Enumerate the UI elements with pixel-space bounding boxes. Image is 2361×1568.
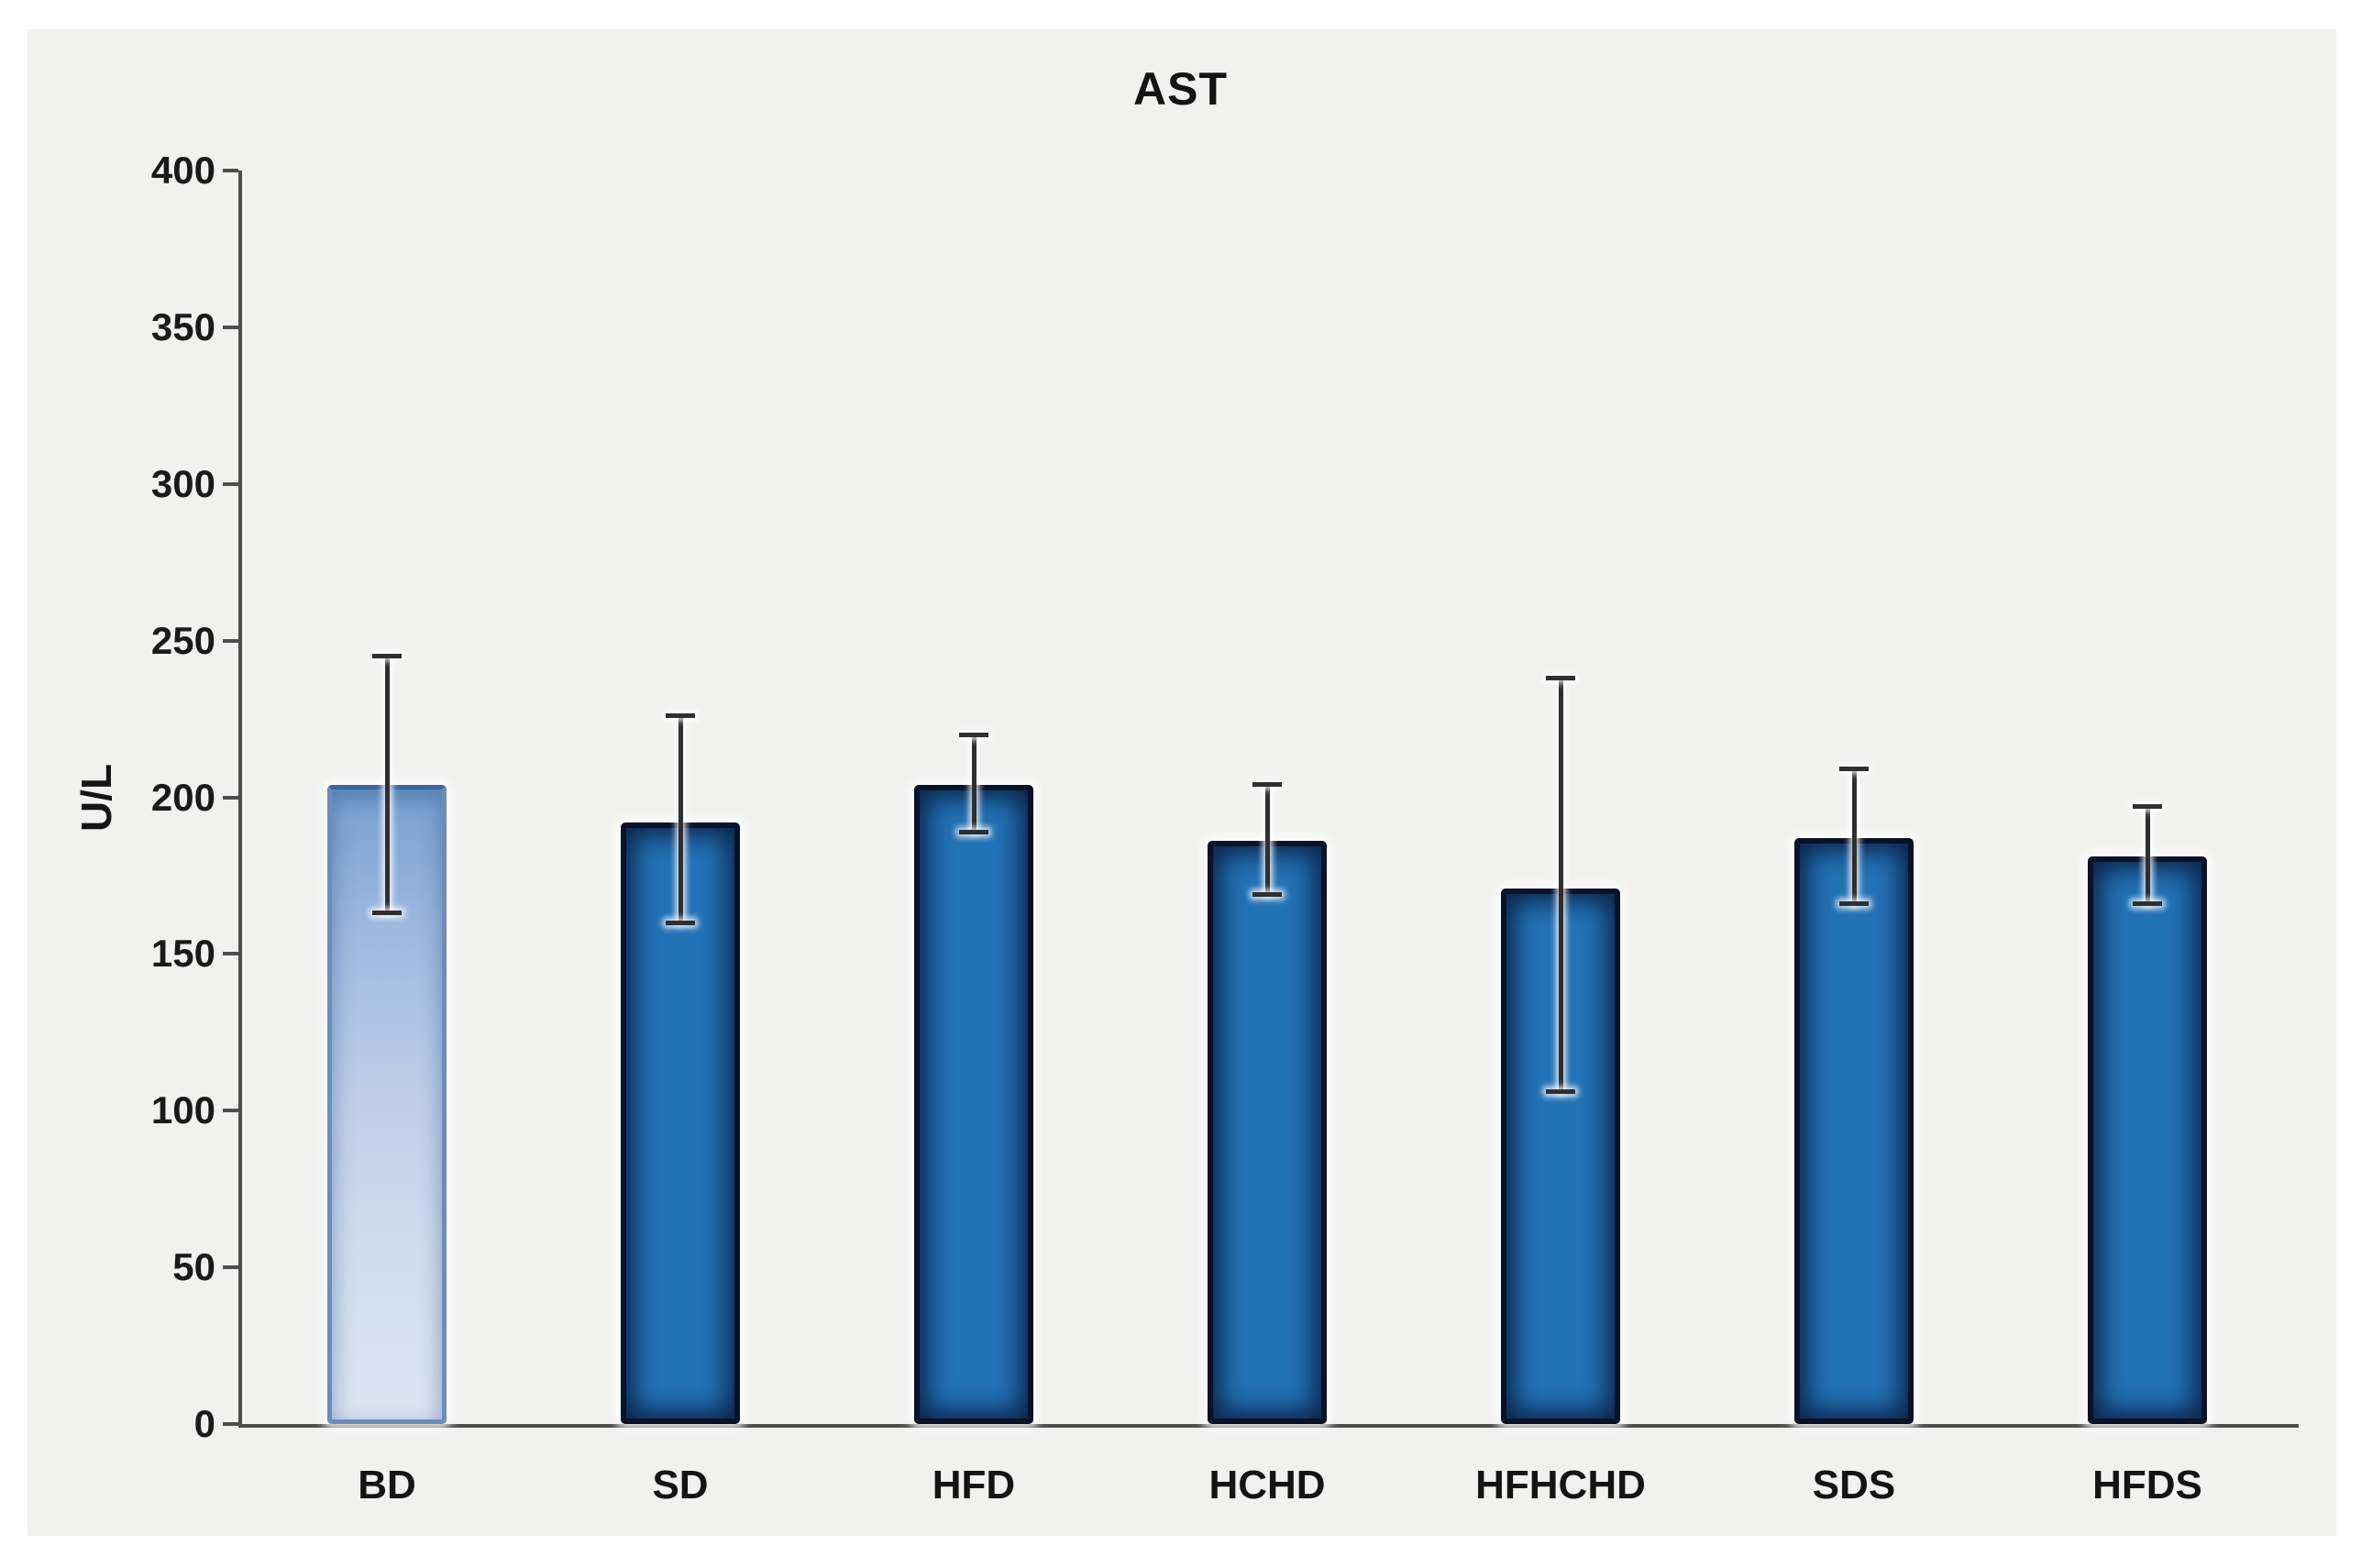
error-bar-cap	[666, 920, 695, 925]
y-axis-tick-mark	[223, 325, 238, 329]
y-axis-tick-mark	[223, 795, 238, 800]
error-bar-cap	[1546, 676, 1575, 681]
x-tick-label-sd: SD	[652, 1463, 709, 1507]
x-tick-label-hfd: HFD	[932, 1463, 1016, 1507]
y-axis-tick-mark	[223, 952, 238, 956]
x-tick-label-hfds: HFDS	[2092, 1463, 2202, 1507]
bar-hchd	[1208, 841, 1327, 1424]
bar-sds	[1794, 837, 1914, 1424]
error-bar-cap	[959, 829, 988, 834]
y-tick-label: 250	[150, 618, 215, 662]
x-tick-label-bd: BD	[358, 1463, 416, 1507]
chart-title: AST	[1133, 63, 1228, 115]
error-bar-cap	[1252, 782, 1282, 788]
error-bar-cap	[372, 654, 402, 659]
x-axis-line	[238, 1424, 2299, 1428]
bar-hfd	[914, 784, 1033, 1424]
y-tick-label: 50	[172, 1245, 215, 1289]
y-tick-label: 350	[150, 304, 215, 348]
error-bar-cap	[959, 732, 988, 737]
y-tick-label: 400	[150, 149, 215, 192]
error-bar-cap	[666, 713, 695, 719]
x-tick-label-hchd: HCHD	[1208, 1463, 1326, 1507]
error-bar-cap	[372, 911, 402, 916]
y-axis-tick-mark	[223, 1265, 238, 1270]
error-bar-cap	[1252, 891, 1282, 897]
y-axis-tick-mark	[223, 481, 238, 486]
error-bar-cap	[2133, 901, 2162, 907]
y-axis-tick-mark	[223, 169, 238, 172]
error-bar-line	[678, 715, 683, 923]
error-bar-cap	[1839, 901, 1869, 907]
y-axis-tick-mark	[223, 638, 238, 643]
x-tick-label-hfhchd: HFHCHD	[1475, 1463, 1646, 1507]
error-bar-cap	[2133, 804, 2162, 810]
error-bar-line	[384, 656, 390, 913]
y-tick-label: 100	[150, 1088, 215, 1132]
y-axis-tick-mark	[223, 1109, 238, 1113]
error-bar-cap	[1839, 767, 1869, 772]
error-bar-line	[971, 734, 976, 833]
error-bar-line	[1558, 678, 1563, 1092]
plot-area: 400 350 300 250 200 150 100 50 0	[151, 149, 2299, 1445]
y-axis-line	[238, 171, 242, 1428]
error-bar-line	[1851, 768, 1857, 904]
error-bar-line	[2145, 806, 2150, 904]
y-tick-label: 200	[150, 775, 215, 819]
x-tick-label-sds: SDS	[1812, 1463, 1896, 1507]
error-bar-cap	[1546, 1089, 1575, 1095]
bar-hfds	[2088, 856, 2207, 1424]
y-tick-label: 150	[150, 932, 215, 976]
y-tick-label: 0	[193, 1402, 215, 1445]
y-tick-label: 300	[150, 461, 215, 505]
error-bar-line	[1264, 784, 1270, 895]
y-axis-tick-mark	[223, 1422, 238, 1426]
